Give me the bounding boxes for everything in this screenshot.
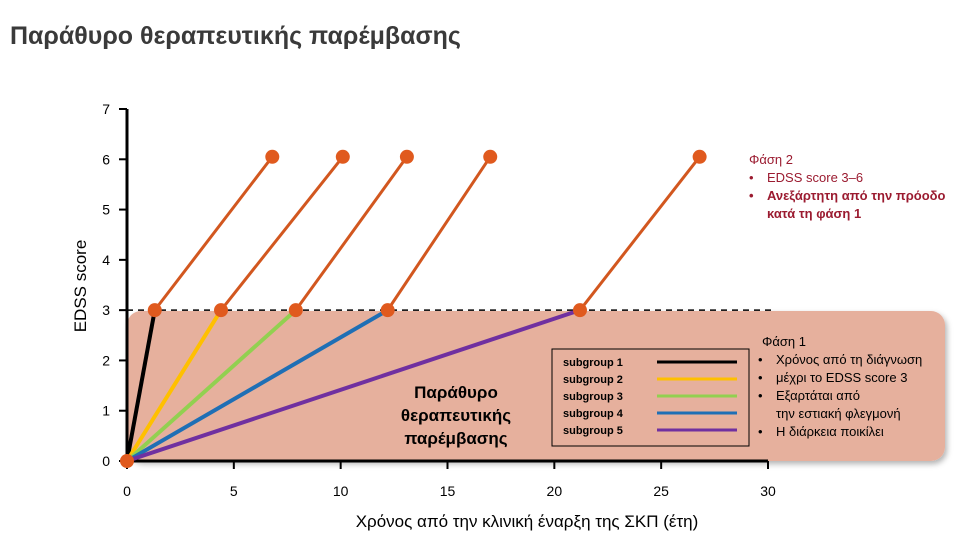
series-phase2-line	[386, 155, 492, 311]
legend-label: subgroup 5	[563, 425, 623, 437]
page-title: Παράθυρο θεραπευτικής παρέμβασης	[10, 22, 461, 50]
phase1-bullet: • Χρόνος από τη διάγνωση	[758, 352, 923, 367]
data-point-marker	[399, 149, 414, 164]
x-tick-label: 15	[440, 483, 456, 499]
data-point-marker	[214, 303, 229, 318]
y-tick-label: 4	[102, 252, 110, 268]
phase2-bullet: • Ανεξάρτητη από την πρόοδο κατά τη φάση …	[749, 187, 957, 223]
phase1-bullet-text: Η διάρκεια ποικίλει	[776, 424, 884, 439]
series-phase1-line	[125, 308, 298, 463]
x-tick-label: 5	[230, 483, 238, 499]
x-tick-label: 0	[123, 483, 131, 499]
data-point-marker	[288, 303, 303, 318]
phase1-bullet: • Η διάρκεια ποικίλει	[758, 424, 884, 439]
therapeutic-window-label-line: Παράθυρο	[414, 383, 498, 402]
y-tick-label: 1	[102, 403, 110, 419]
data-point-marker	[692, 149, 707, 164]
series-phase1-line	[125, 309, 157, 462]
x-axis-title: Χρόνος από την κλινική έναρξη της ΣΚΠ (έ…	[356, 512, 699, 531]
phase1-bullet-text: μέχρι το EDSS score 3	[776, 370, 908, 385]
legend-label: subgroup 3	[563, 391, 623, 403]
phase1-bullet: • μέχρι το EDSS score 3	[758, 370, 908, 385]
data-point-marker	[335, 149, 350, 164]
y-tick-label: 0	[102, 453, 110, 469]
phase1-title: Φάση 1	[762, 334, 806, 349]
data-point-marker	[147, 303, 162, 318]
y-tick-label: 3	[102, 302, 110, 318]
series-phase1-line	[125, 309, 223, 463]
legend-label: subgroup 2	[563, 374, 623, 386]
legend: subgroup 1 subgroup 2 subgroup 3 subgroup 4…	[551, 348, 750, 447]
series-phase2-line	[153, 155, 274, 312]
y-tick-label: 2	[102, 352, 110, 368]
x-tick-label: 25	[653, 483, 669, 499]
y-axis-title: EDSS score	[71, 240, 90, 333]
phase2-annotation: Φάση 2 • EDSS score 3–6 • Ανεξάρτητη από τ…	[749, 151, 957, 223]
legend-box	[551, 348, 750, 447]
legend-label: subgroup 4	[563, 408, 624, 420]
phase2-bullet-text: EDSS score 3–6	[767, 170, 864, 185]
x-tick-label: 10	[333, 483, 349, 499]
phase2-title: Φάση 2	[749, 152, 793, 167]
phase1-annotation: Φάση 1 • Χρόνος από τη διάγνωση • μέχρι το…	[758, 333, 922, 441]
x-tick-label: 30	[760, 483, 776, 499]
series-phase2-line	[219, 155, 344, 312]
data-point-marker	[265, 149, 280, 164]
legend-label: subgroup 1	[563, 357, 623, 369]
data-point-marker	[380, 303, 395, 318]
series-group	[125, 155, 701, 463]
data-point-marker	[572, 303, 587, 318]
x-tick-label: 20	[547, 483, 563, 499]
phase2-bullet: • EDSS score 3–6	[749, 170, 864, 185]
phase1-bullet-text: την εστιακή φλεγμονή	[776, 406, 901, 421]
therapeutic-window-label-line: θεραπευτικής	[401, 406, 511, 425]
series-phase1-line	[126, 308, 581, 463]
series-phase2-line	[578, 155, 701, 312]
data-point-marker	[483, 149, 498, 164]
therapeutic-window-label: Παράθυρο θεραπευτικής παρέμβασης	[401, 383, 511, 448]
markers-group	[120, 149, 707, 468]
series-phase1-line	[125, 308, 389, 463]
y-tick-label: 7	[102, 101, 110, 117]
series-phase2-line	[294, 155, 409, 312]
phase1-bullet-text: Εξαρτάται από	[776, 388, 861, 403]
origin-marker	[120, 454, 134, 468]
phase2-bullet-text: Ανεξάρτητη από την πρόοδο κατά τη φάση 1	[767, 188, 946, 221]
therapeutic-window-label-line: παρέμβασης	[404, 429, 507, 448]
y-tick-label: 5	[102, 202, 110, 218]
y-tick-label: 6	[102, 151, 110, 167]
phase1-bullet-text: Χρόνος από τη διάγνωση	[776, 352, 923, 367]
phase1-bullet: • Εξαρτάται από	[758, 388, 861, 403]
axes: 0 1 2 3 4 5 6 7 0 5 10 15 20 25 30	[102, 101, 776, 499]
phase1-bullet-cont: την εστιακή φλεγμονή	[758, 405, 922, 423]
